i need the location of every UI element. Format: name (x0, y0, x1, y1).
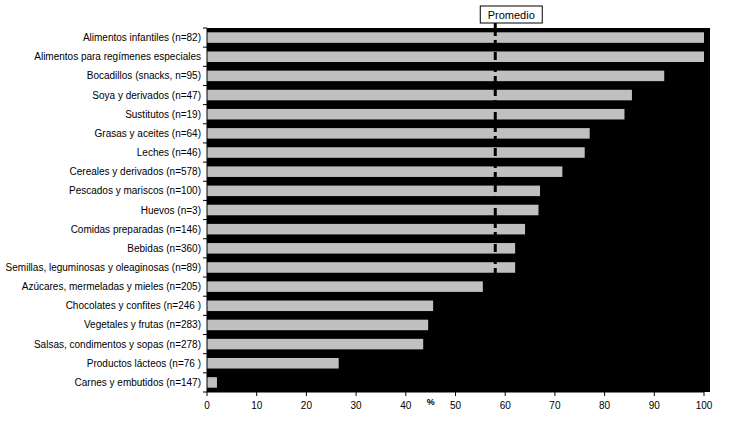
x-tick-label: 70 (549, 400, 561, 411)
x-tick-label: 80 (599, 400, 611, 411)
category-label: Grasas y aceites (n=64) (95, 128, 201, 139)
bar (207, 51, 704, 62)
category-label: Vegetales y frutas (n=283) (84, 319, 201, 330)
bar (207, 262, 515, 273)
category-label: Chocolates y confites (n=246 ) (66, 300, 201, 311)
category-separator (203, 181, 207, 182)
category-separator (203, 334, 207, 335)
x-tick-label: 10 (251, 400, 263, 411)
category-label: Soya y derivados (n=47) (92, 90, 201, 101)
average-line (494, 28, 497, 392)
category-separator (203, 315, 207, 316)
category-separator (203, 66, 207, 67)
x-tick (455, 392, 456, 396)
category-separator (203, 219, 207, 220)
bar (207, 243, 515, 254)
bar (207, 90, 632, 101)
annotation-text: Promedio (488, 9, 535, 21)
x-tick-label: 0 (204, 400, 210, 411)
category-label: Pescados y mariscos (n=100) (69, 185, 201, 196)
x-tick-label: 60 (500, 400, 512, 411)
category-separator (203, 142, 207, 143)
x-tick (554, 392, 555, 396)
y-axis (207, 28, 208, 392)
category-label: Comidas preparadas (n=146) (71, 224, 201, 235)
category-label: Semillas, leguminosas y oleaginosas (n=8… (6, 262, 201, 273)
category-label: Cereales y derivados (n=578) (70, 166, 201, 177)
category-label: Alimentos infantiles (n=82) (83, 32, 201, 43)
x-tick (654, 392, 655, 396)
category-label: Carnes y embutidos (n=147) (75, 377, 201, 388)
x-tick-label: 40 (400, 400, 412, 411)
x-tick-label: 30 (351, 400, 363, 411)
category-label: Productos lácteos (n=76 ) (87, 358, 201, 369)
x-axis-label: % (427, 397, 435, 407)
bar (207, 166, 562, 177)
plot-background (207, 28, 710, 392)
category-separator (203, 392, 207, 393)
x-tick-label: 50 (450, 400, 462, 411)
category-label: Sustitutos (n=19) (125, 109, 201, 120)
x-tick-label: 20 (301, 400, 313, 411)
bar (207, 71, 664, 82)
category-separator (203, 372, 207, 373)
category-separator (203, 296, 207, 297)
bar (207, 377, 217, 388)
average-line-group (495, 28, 496, 392)
x-tick (704, 392, 705, 396)
category-separator (203, 238, 207, 239)
category-separator (203, 162, 207, 163)
category-separator (203, 353, 207, 354)
x-tick (405, 392, 406, 396)
category-separator (203, 28, 207, 29)
bar (207, 109, 624, 120)
category-label: Azúcares, mermeladas y mieles (n=205) (22, 281, 201, 292)
bar (207, 320, 428, 331)
category-separator (203, 47, 207, 48)
bar (207, 224, 525, 235)
category-label: Salsas, condimentos y sopas (n=278) (34, 339, 201, 350)
category-label: Bocadillos (snacks, n=95) (87, 70, 201, 81)
bar (207, 186, 540, 197)
category-label: Huevos (n=3) (141, 205, 201, 216)
x-tick (256, 392, 257, 396)
bars (207, 32, 704, 387)
x-tick (207, 392, 208, 396)
bar (207, 339, 423, 350)
bar (207, 301, 433, 312)
category-label: Alimentos para regímenes especiales (34, 51, 201, 62)
category-label: Bebidas (n=360) (127, 243, 201, 254)
category-separator (203, 85, 207, 86)
bar (207, 32, 704, 43)
x-tick (356, 392, 357, 396)
category-separator (203, 104, 207, 105)
category-separator (203, 123, 207, 124)
bar (207, 205, 538, 216)
bar (207, 147, 585, 158)
bar (207, 358, 339, 369)
x-tick (505, 392, 506, 396)
bar (207, 281, 483, 292)
x-tick-label: 100 (696, 400, 713, 411)
category-separator (203, 200, 207, 201)
bar (207, 128, 590, 139)
x-tick-label: 90 (649, 400, 661, 411)
chart: Alimentos infantiles (n=82) Alimentos par… (0, 0, 729, 424)
x-tick (604, 392, 605, 396)
category-label: Leches (n=46) (137, 147, 201, 158)
x-tick (306, 392, 307, 396)
annotation-box (480, 6, 542, 23)
category-separator (203, 257, 207, 258)
category-separator (203, 277, 207, 278)
